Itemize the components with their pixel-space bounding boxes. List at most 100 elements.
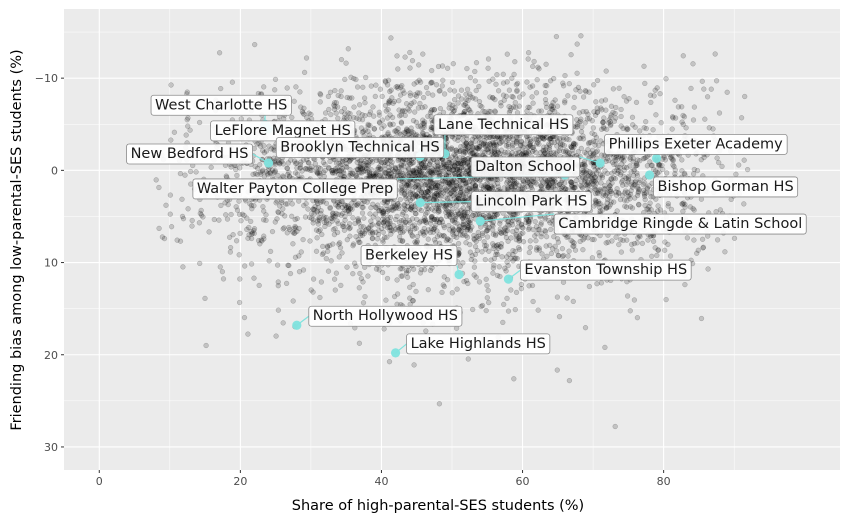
data-point bbox=[568, 52, 574, 58]
data-point bbox=[168, 137, 174, 143]
data-point bbox=[407, 284, 413, 290]
data-point bbox=[379, 117, 386, 123]
data-point bbox=[491, 182, 497, 188]
annotation-label: Phillips Exeter Academy bbox=[604, 133, 788, 155]
data-point bbox=[585, 235, 591, 241]
data-point bbox=[588, 181, 594, 187]
data-point bbox=[484, 227, 491, 233]
data-point bbox=[327, 89, 334, 95]
data-point bbox=[407, 295, 413, 301]
data-point bbox=[302, 214, 309, 220]
data-point bbox=[661, 154, 667, 160]
data-point bbox=[353, 263, 359, 270]
data-point bbox=[564, 295, 570, 301]
data-point bbox=[198, 212, 205, 218]
data-point bbox=[184, 89, 190, 95]
data-point bbox=[355, 215, 361, 222]
data-point bbox=[671, 163, 677, 170]
data-point bbox=[457, 228, 463, 234]
data-point bbox=[538, 183, 544, 189]
data-point bbox=[306, 110, 312, 116]
data-point bbox=[465, 106, 472, 112]
data-point bbox=[619, 161, 625, 167]
data-point bbox=[546, 184, 552, 190]
data-point bbox=[492, 232, 499, 239]
data-point bbox=[463, 166, 469, 172]
data-point bbox=[544, 83, 550, 89]
data-point bbox=[716, 159, 722, 166]
data-point bbox=[654, 85, 660, 91]
data-point bbox=[547, 135, 553, 142]
data-point bbox=[398, 172, 404, 179]
data-point bbox=[744, 166, 751, 173]
data-point bbox=[359, 229, 366, 235]
data-point bbox=[618, 179, 625, 185]
data-point bbox=[433, 222, 439, 228]
data-point bbox=[402, 112, 408, 119]
data-point bbox=[401, 181, 408, 187]
data-point bbox=[511, 376, 517, 382]
data-point bbox=[462, 161, 468, 167]
data-point bbox=[335, 220, 341, 227]
data-point bbox=[314, 169, 320, 175]
data-point bbox=[706, 125, 712, 131]
data-point bbox=[516, 94, 523, 100]
data-point bbox=[420, 120, 426, 127]
data-point bbox=[604, 170, 611, 176]
data-point bbox=[532, 179, 538, 186]
data-point bbox=[483, 276, 489, 282]
data-point bbox=[406, 218, 412, 224]
data-point bbox=[428, 213, 435, 220]
data-point bbox=[334, 218, 340, 224]
data-point bbox=[575, 149, 581, 155]
data-point bbox=[594, 281, 600, 287]
data-point bbox=[682, 204, 688, 210]
data-point bbox=[171, 129, 178, 135]
data-point bbox=[441, 91, 448, 97]
data-point bbox=[592, 112, 599, 118]
data-point bbox=[650, 127, 656, 133]
data-point bbox=[273, 200, 279, 206]
data-point bbox=[639, 240, 646, 247]
data-point bbox=[296, 198, 302, 204]
data-point bbox=[392, 164, 398, 171]
data-point bbox=[502, 230, 508, 237]
data-point bbox=[513, 237, 519, 243]
data-point bbox=[377, 86, 384, 92]
data-point bbox=[447, 187, 454, 193]
data-point bbox=[558, 179, 565, 185]
data-point bbox=[472, 251, 479, 258]
data-point bbox=[597, 188, 604, 194]
data-point bbox=[502, 265, 508, 271]
data-point bbox=[476, 83, 482, 90]
data-point bbox=[514, 80, 521, 87]
data-point bbox=[374, 171, 380, 178]
data-point bbox=[427, 220, 434, 227]
data-point bbox=[581, 169, 587, 175]
data-point bbox=[344, 164, 350, 170]
data-point bbox=[553, 151, 559, 157]
data-point bbox=[519, 147, 526, 153]
highlighted-point bbox=[454, 269, 464, 280]
data-point bbox=[604, 204, 610, 211]
data-point bbox=[613, 161, 619, 168]
data-point bbox=[509, 184, 515, 190]
data-point bbox=[347, 110, 353, 117]
data-point bbox=[556, 253, 562, 259]
data-point bbox=[356, 228, 362, 234]
data-point bbox=[223, 173, 229, 179]
data-point bbox=[305, 206, 311, 212]
data-point bbox=[467, 217, 474, 223]
data-point bbox=[520, 239, 527, 245]
data-point bbox=[682, 281, 688, 288]
data-point bbox=[491, 143, 498, 149]
data-point bbox=[488, 145, 494, 152]
data-point bbox=[624, 237, 630, 243]
data-point bbox=[542, 82, 548, 89]
data-point bbox=[447, 156, 453, 162]
data-point bbox=[338, 88, 344, 94]
annotation-label: Cambridge Ringde & Latin School bbox=[553, 213, 807, 235]
data-point bbox=[385, 106, 391, 113]
data-point bbox=[309, 210, 315, 217]
data-point bbox=[605, 239, 611, 245]
